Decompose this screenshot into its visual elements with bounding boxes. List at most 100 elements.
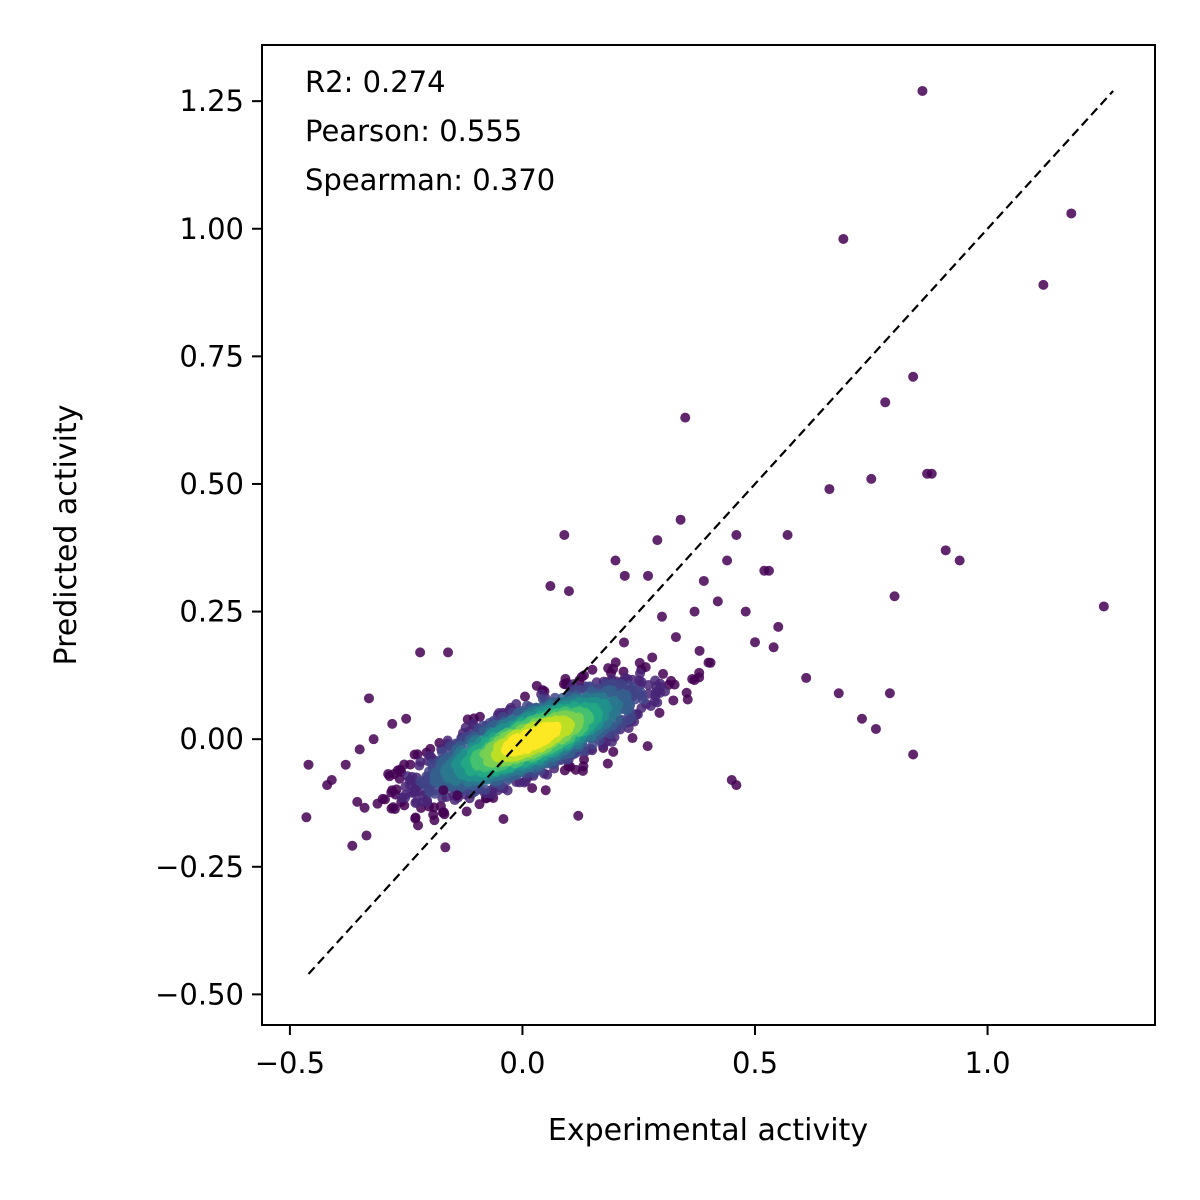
cloud-point <box>359 802 370 813</box>
cloud-point <box>668 695 679 706</box>
outlier-point <box>889 591 900 602</box>
outlier-point <box>354 744 365 755</box>
outlier-point <box>619 570 630 581</box>
cloud-point <box>301 812 312 823</box>
stat-r2: R2: 0.274 <box>305 65 446 99</box>
y-tick-label: −0.50 <box>155 977 244 1011</box>
outlier-point <box>363 693 374 704</box>
outlier-point <box>401 713 412 724</box>
stat-spearman: Spearman: 0.370 <box>305 163 555 197</box>
y-axis-label: Predicted activity <box>49 405 84 666</box>
y-tick-label: 0.50 <box>179 467 244 501</box>
outlier-point <box>415 647 426 658</box>
cloud-point <box>520 691 531 702</box>
x-axis-ticks: −0.5 0.0 0.5 1.0 <box>255 1025 1011 1080</box>
outlier-point <box>1098 601 1109 612</box>
cloud-point <box>658 668 669 679</box>
cloud-point <box>410 812 421 823</box>
outlier-point <box>740 606 751 617</box>
outlier-point <box>731 530 742 540</box>
cloud-point <box>361 830 372 841</box>
outlier-point <box>675 514 686 525</box>
outlier-point <box>926 468 937 479</box>
y-tick-label: 0.00 <box>179 722 244 756</box>
outlier-point <box>387 718 398 729</box>
outlier-point <box>838 233 849 244</box>
stats-annotation: R2: 0.274 Pearson: 0.555 Spearman: 0.370 <box>305 65 555 197</box>
outlier-point <box>870 723 881 734</box>
data-points <box>301 85 1109 853</box>
outlier-point <box>712 596 723 607</box>
stat-pearson: Pearson: 0.555 <box>305 114 522 148</box>
outlier-point <box>1038 279 1049 290</box>
y-tick-label: 0.25 <box>179 595 244 629</box>
cloud-point <box>642 741 653 752</box>
outlier-point <box>610 555 621 566</box>
outlier-point <box>387 785 398 796</box>
cloud-point <box>461 806 472 817</box>
cloud-point <box>474 711 485 722</box>
outlier-point <box>954 555 965 566</box>
cloud-point <box>694 645 705 656</box>
cloud-point <box>608 746 619 757</box>
cloud-point <box>412 749 423 760</box>
cloud-point <box>619 637 630 648</box>
y-axis-ticks: −0.50 −0.25 0.00 0.25 0.50 0.75 1.00 1.25 <box>155 84 262 1011</box>
cloud-point <box>627 733 638 744</box>
cloud-point <box>681 687 692 698</box>
outlier-point <box>656 611 667 622</box>
outlier-point <box>680 412 691 423</box>
outlier-point <box>722 555 733 566</box>
x-tick-label: −0.5 <box>255 1046 325 1080</box>
outlier-point <box>908 371 919 382</box>
x-tick-label: 1.0 <box>965 1046 1011 1080</box>
outlier-point <box>866 473 877 484</box>
outlier-point <box>303 759 314 770</box>
outlier-point <box>438 785 449 796</box>
outlier-point <box>652 535 663 546</box>
identity-reference-line <box>307 90 1114 975</box>
cloud-point <box>587 664 598 675</box>
cloud-point <box>414 760 425 771</box>
cloud-point <box>525 734 536 745</box>
outlier-point <box>563 586 574 597</box>
outlier-point <box>1066 208 1077 219</box>
outlier-point <box>443 647 454 658</box>
outlier-point <box>801 672 812 683</box>
outlier-point <box>731 780 742 791</box>
cloud-point <box>388 802 399 813</box>
outlier-point <box>750 637 761 648</box>
outlier-point <box>670 632 681 643</box>
outlier-point <box>773 621 784 632</box>
outlier-point <box>940 545 951 556</box>
x-tick-label: 0.5 <box>732 1046 778 1080</box>
cloud-point <box>579 754 590 765</box>
cloud-point <box>636 703 647 714</box>
outlier-point <box>824 484 835 495</box>
outlier-point <box>452 790 463 801</box>
cloud-point <box>654 707 665 718</box>
cloud-point <box>394 773 405 784</box>
cloud-point <box>527 783 538 794</box>
cloud-point <box>379 794 390 805</box>
outlier-point <box>698 575 709 586</box>
outlier-point <box>643 570 654 581</box>
cloud-point <box>498 813 509 824</box>
outlier-point <box>689 606 700 617</box>
outlier-point <box>322 780 333 791</box>
cloud-point <box>347 840 358 851</box>
cloud-point <box>474 799 485 810</box>
outlier-point <box>884 688 895 699</box>
outlier-point <box>833 688 844 699</box>
outlier-point <box>545 581 556 592</box>
outlier-point <box>559 530 570 540</box>
y-tick-label: 1.00 <box>179 212 244 246</box>
outlier-point <box>368 734 379 745</box>
y-tick-label: −0.25 <box>155 850 244 884</box>
cloud-point <box>428 809 439 820</box>
y-tick-label: 1.25 <box>179 84 244 118</box>
outlier-point <box>340 759 351 770</box>
outlier-point <box>782 530 793 540</box>
